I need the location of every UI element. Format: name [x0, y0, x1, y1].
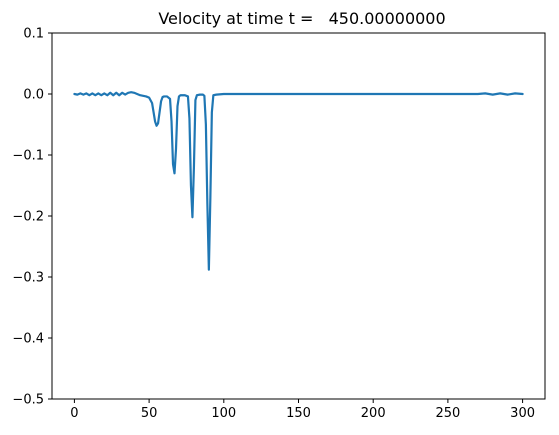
y-tick-label: 0.0 — [23, 88, 44, 103]
x-tick-label: 50 — [141, 406, 158, 421]
y-tick-label: −0.1 — [12, 149, 44, 164]
plot-area — [73, 91, 524, 271]
x-tick-label: 300 — [510, 406, 535, 421]
series-line-0 — [73, 91, 524, 271]
x-tick-label: 0 — [70, 406, 78, 421]
y-tick-label: −0.3 — [12, 271, 44, 286]
x-tick-label: 150 — [286, 406, 311, 421]
y-tick-label: −0.2 — [12, 210, 44, 225]
axes-frame — [51, 32, 546, 400]
x-tick-label: 250 — [435, 406, 460, 421]
y-axis: 0.1 0.0 −0.1 −0.2 −0.3 −0.4 −0.5 — [12, 27, 52, 408]
x-tick-label: 100 — [211, 406, 236, 421]
x-tick-label: 200 — [361, 406, 386, 421]
chart-title: Velocity at time t = 450.00000000 — [158, 9, 445, 28]
x-axis: 0 50 100 150 200 250 300 — [70, 399, 535, 421]
y-tick-label: 0.1 — [23, 27, 44, 42]
y-tick-label: −0.5 — [12, 393, 44, 408]
y-tick-label: −0.4 — [12, 332, 44, 347]
